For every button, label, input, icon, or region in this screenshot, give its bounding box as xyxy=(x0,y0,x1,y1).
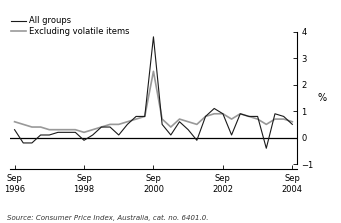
Excluding volatile items xyxy=(195,123,199,126)
All groups xyxy=(117,134,121,136)
All groups xyxy=(264,147,268,150)
Excluding volatile items xyxy=(255,118,260,120)
Excluding volatile items xyxy=(186,120,190,123)
Excluding volatile items xyxy=(247,115,251,118)
All groups xyxy=(238,112,242,115)
All groups xyxy=(204,115,208,118)
All groups xyxy=(30,142,34,144)
Excluding volatile items xyxy=(151,70,155,73)
Line: All groups: All groups xyxy=(15,37,292,148)
All groups xyxy=(21,142,25,144)
All groups xyxy=(73,131,77,134)
Excluding volatile items xyxy=(238,112,242,115)
All groups xyxy=(273,112,277,115)
All groups xyxy=(229,134,234,136)
Excluding volatile items xyxy=(290,120,294,123)
Excluding volatile items xyxy=(143,115,147,118)
All groups xyxy=(64,131,69,134)
Legend: All groups, Excluding volatile items: All groups, Excluding volatile items xyxy=(11,17,130,36)
Excluding volatile items xyxy=(264,123,268,126)
Excluding volatile items xyxy=(204,115,208,118)
All groups xyxy=(99,126,103,128)
All groups xyxy=(282,115,286,118)
Excluding volatile items xyxy=(108,123,112,126)
Excluding volatile items xyxy=(47,128,51,131)
Excluding volatile items xyxy=(125,120,130,123)
All groups xyxy=(221,112,225,115)
Y-axis label: %: % xyxy=(317,93,327,103)
All groups xyxy=(56,131,60,134)
All groups xyxy=(125,123,130,126)
All groups xyxy=(212,107,216,110)
Excluding volatile items xyxy=(117,123,121,126)
All groups xyxy=(134,115,138,118)
Line: Excluding volatile items: Excluding volatile items xyxy=(15,71,292,132)
All groups xyxy=(169,134,173,136)
Excluding volatile items xyxy=(134,118,138,120)
All groups xyxy=(143,115,147,118)
Excluding volatile items xyxy=(13,120,17,123)
All groups xyxy=(255,115,260,118)
All groups xyxy=(108,126,112,128)
Excluding volatile items xyxy=(169,126,173,128)
All groups xyxy=(160,123,164,126)
Excluding volatile items xyxy=(177,118,181,120)
All groups xyxy=(151,35,155,38)
Excluding volatile items xyxy=(229,118,234,120)
Excluding volatile items xyxy=(73,128,77,131)
All groups xyxy=(47,134,51,136)
All groups xyxy=(91,134,95,136)
Text: Source: Consumer Price Index, Australia, cat. no. 6401.0.: Source: Consumer Price Index, Australia,… xyxy=(7,215,208,221)
All groups xyxy=(82,139,86,142)
Excluding volatile items xyxy=(30,126,34,128)
Excluding volatile items xyxy=(212,112,216,115)
Excluding volatile items xyxy=(221,112,225,115)
Excluding volatile items xyxy=(64,128,69,131)
Excluding volatile items xyxy=(39,126,43,128)
All groups xyxy=(195,139,199,142)
All groups xyxy=(186,128,190,131)
All groups xyxy=(39,134,43,136)
Excluding volatile items xyxy=(160,118,164,120)
Excluding volatile items xyxy=(273,118,277,120)
Excluding volatile items xyxy=(82,131,86,134)
All groups xyxy=(177,120,181,123)
Excluding volatile items xyxy=(56,128,60,131)
Excluding volatile items xyxy=(21,123,25,126)
Excluding volatile items xyxy=(282,118,286,120)
All groups xyxy=(13,128,17,131)
Excluding volatile items xyxy=(99,126,103,128)
All groups xyxy=(290,123,294,126)
Excluding volatile items xyxy=(91,128,95,131)
All groups xyxy=(247,115,251,118)
